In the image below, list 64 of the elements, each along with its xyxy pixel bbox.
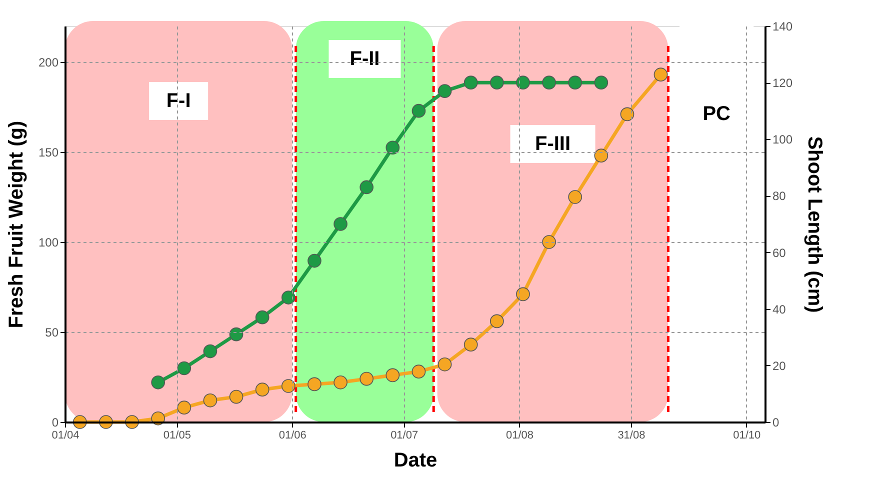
point [594, 76, 608, 90]
x-axis-title: Date [394, 450, 438, 472]
point [490, 314, 504, 328]
band-label: F-III [534, 133, 571, 155]
point [654, 68, 668, 82]
point [229, 390, 244, 404]
band-label: F-II [350, 48, 380, 70]
point [203, 393, 218, 408]
point [516, 76, 530, 90]
y2-tick-label: 40 [772, 302, 786, 316]
point [281, 290, 296, 304]
point [334, 375, 348, 390]
y2-tick-label: 60 [772, 246, 786, 260]
point [203, 344, 218, 358]
point [386, 140, 400, 155]
point [438, 357, 452, 372]
y2-axis-title: Shoot Length (cm) [804, 136, 826, 313]
x-tick-label: 01/04 [52, 430, 80, 442]
point [255, 310, 270, 324]
point [568, 190, 582, 204]
point [412, 104, 426, 118]
point [177, 361, 192, 376]
point [516, 287, 530, 302]
y2-tick-label: 120 [772, 76, 793, 90]
point [334, 217, 348, 231]
point [620, 107, 634, 122]
y-tick-label: 50 [45, 326, 59, 340]
y-tick-label: 200 [38, 56, 59, 70]
band-label: F-I [166, 90, 191, 112]
y-tick-label: 150 [38, 146, 59, 160]
point [229, 327, 244, 342]
x-tick-label: 31/08 [618, 430, 646, 442]
point [490, 76, 504, 90]
point [594, 148, 608, 163]
band-label: PC [702, 103, 730, 125]
point [151, 375, 166, 390]
point [568, 76, 582, 90]
point [464, 76, 478, 90]
y2-tick-label: 20 [772, 358, 786, 373]
y-axis-title: Fresh Fruit Weight (g) [5, 120, 28, 328]
y2-tick-label: 140 [772, 20, 793, 34]
y2-tick-label: 0 [772, 416, 780, 430]
x-tick-label: 01/06 [278, 430, 306, 442]
point [308, 254, 322, 268]
point [438, 84, 452, 98]
point [464, 338, 478, 352]
x-tick-label: 01/05 [163, 430, 191, 442]
point [386, 368, 400, 382]
x-tick-label: 01/07 [390, 430, 418, 442]
x-tick-label: 01/08 [506, 430, 534, 442]
point [308, 377, 322, 392]
point [542, 235, 556, 249]
y2-tick-label: 80 [772, 189, 786, 204]
point [255, 382, 270, 397]
y2-tick-label: 100 [772, 132, 793, 147]
x-tick-label: 01/10 [733, 430, 761, 442]
point [412, 364, 426, 379]
y-tick-label: 100 [38, 236, 59, 250]
point [542, 76, 556, 90]
point [177, 400, 192, 415]
y-tick-label: 0 [52, 416, 59, 430]
point [360, 180, 374, 194]
point [360, 372, 374, 386]
point [281, 379, 296, 393]
